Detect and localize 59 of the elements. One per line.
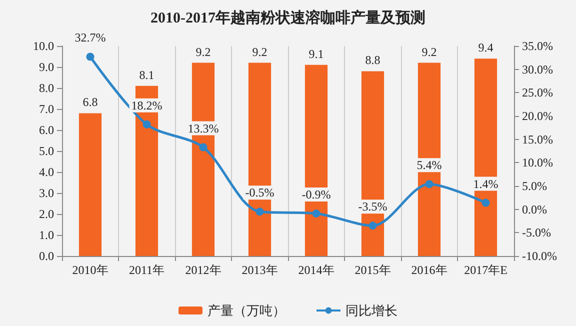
y2-tick-label: -5.0% (522, 226, 551, 240)
y2-tick-label: 25.0% (522, 86, 553, 100)
legend-label: 同比增长 (346, 303, 398, 318)
data-label: 9.2 (252, 44, 268, 59)
x-tick-label: 2012年 (185, 263, 222, 277)
point (86, 52, 94, 61)
point (482, 198, 490, 207)
bar (474, 58, 498, 256)
y-tick-label: 10.0 (33, 39, 54, 53)
data-label: 5.4% (416, 158, 442, 172)
y2-tick-label: 15.0% (522, 132, 553, 146)
data-label: 8.1 (139, 68, 154, 82)
y2-tick-label: 20.0% (522, 109, 553, 123)
y-tick-label: 0.0 (39, 249, 54, 263)
y-tick-label: 4.0 (39, 165, 54, 179)
data-label: 9.2 (196, 44, 211, 59)
x-tick-label: 2010年 (72, 263, 108, 277)
x-tick-label: 2014年 (298, 263, 334, 277)
bar (78, 113, 102, 256)
y2-tick-label: 35.0% (522, 39, 553, 53)
y2-tick-label: 5.0% (522, 179, 547, 193)
y2-tick-label: 30.0% (522, 62, 553, 76)
data-label: 13.3% (188, 121, 219, 136)
data-label: 18.2% (131, 98, 162, 112)
x-tick-label: 2015年 (354, 263, 391, 277)
point (425, 180, 434, 188)
data-label: 32.7% (74, 30, 106, 45)
data-label: -0.9% (302, 188, 331, 202)
point (256, 208, 264, 216)
y2-tick-label: -10.0% (522, 249, 557, 263)
y-tick-label: 8.0 (39, 81, 54, 95)
bar (418, 62, 441, 256)
y-tick-label: 6.0 (39, 123, 54, 137)
data-label: -3.5% (358, 200, 388, 214)
y-tick-label: 5.0 (39, 144, 54, 158)
data-label: 6.8 (82, 95, 98, 110)
x-tick-label: 2017年E (464, 263, 508, 277)
point (142, 120, 151, 128)
x-tick-label: 2016年 (411, 263, 448, 277)
point (368, 222, 377, 230)
chart-title: 2010-2017年越南粉状速溶咖啡产量及预测 (150, 8, 426, 26)
y2-tick-label: 0.0% (522, 202, 547, 216)
point (312, 210, 320, 218)
legend-label: 产量（万吨） (208, 303, 286, 318)
point (199, 143, 208, 152)
x-tick-label: 2013年 (242, 263, 278, 277)
data-label: 9.1 (308, 46, 324, 61)
y-tick-label: 7.0 (39, 102, 54, 116)
y-tick-label: 1.0 (39, 228, 54, 242)
data-label: 1.4% (473, 176, 498, 191)
data-label: 9.4 (478, 40, 494, 55)
y-tick-label: 3.0 (39, 186, 54, 200)
y-tick-label: 9.0 (39, 60, 54, 74)
y-tick-label: 2.0 (39, 207, 54, 221)
data-label: 8.8 (365, 53, 380, 68)
data-label: -0.5% (245, 186, 274, 200)
y2-tick-label: 10.0% (522, 156, 553, 170)
data-label: 9.2 (422, 44, 437, 59)
x-tick-label: 2011年 (128, 263, 165, 277)
